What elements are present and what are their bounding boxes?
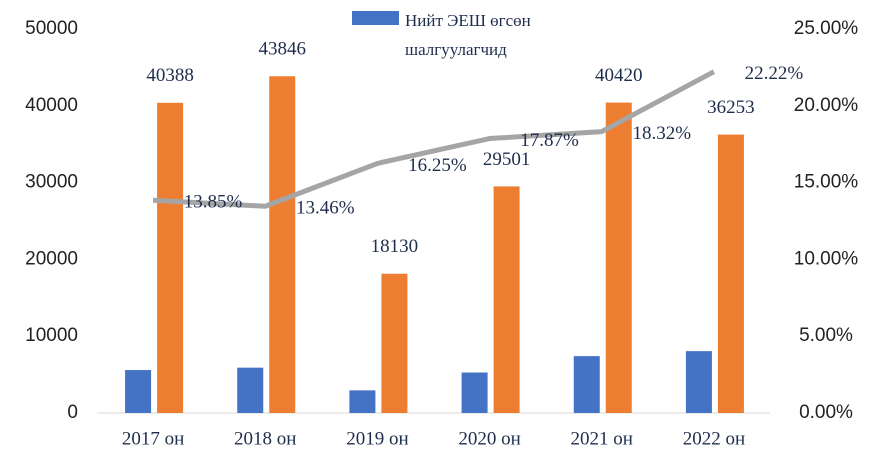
bar xyxy=(237,367,264,413)
bar xyxy=(717,134,744,413)
bar xyxy=(605,102,632,413)
y2-tick-label: 25.00% xyxy=(794,18,859,39)
y2-tick-label: 15.00% xyxy=(794,172,859,193)
y-tick-label: 50000 xyxy=(25,18,78,39)
y2-tick-label: 0.00% xyxy=(799,402,853,423)
line xyxy=(152,69,716,209)
line-value-label: 17.87% xyxy=(520,130,579,151)
bar-value-label: 40420 xyxy=(595,65,643,86)
bar xyxy=(349,390,376,413)
y-tick-label: 0 xyxy=(67,402,78,423)
bar xyxy=(573,356,600,413)
x-tick-label: 2019 он xyxy=(346,428,408,449)
y-tick-label: 30000 xyxy=(25,172,78,193)
bar xyxy=(381,273,408,413)
bar-value-label: 43846 xyxy=(259,39,307,60)
bar xyxy=(269,76,296,413)
y2-tick-label: 10.00% xyxy=(794,248,859,269)
x-tick-label: 2018 он xyxy=(234,428,296,449)
bar-value-label: 40388 xyxy=(146,65,194,86)
x-tick-label: 2017 он xyxy=(122,428,184,449)
y-tick-label: 20000 xyxy=(25,248,78,269)
x-tick-label: 2022 он xyxy=(683,428,745,449)
y2-tick-label: 5.00% xyxy=(799,325,853,346)
bar xyxy=(685,351,712,413)
x-tick-label: 2020 он xyxy=(458,428,520,449)
bar xyxy=(125,370,152,413)
legend-swatch xyxy=(352,11,399,25)
bar-value-label: 18130 xyxy=(371,236,419,257)
legend-label: Нийт ЭЕШ өгсөн шалгуулагчид xyxy=(405,11,531,59)
y-tick-label: 10000 xyxy=(25,325,78,346)
line-value-label: 22.22% xyxy=(745,63,804,84)
y-tick-label: 40000 xyxy=(25,95,78,116)
line-value-label: 16.25% xyxy=(408,155,467,176)
line-value-label: 13.46% xyxy=(296,198,355,219)
line-value-label: 13.85% xyxy=(184,192,243,213)
x-tick-label: 2021 он xyxy=(571,428,633,449)
bar xyxy=(157,102,184,413)
y2-tick-label: 20.00% xyxy=(794,95,859,116)
bar xyxy=(461,372,488,413)
bar xyxy=(493,186,520,413)
bar-value-label: 36253 xyxy=(707,97,755,118)
line-value-label: 18.32% xyxy=(632,123,691,144)
bar-value-label: 29501 xyxy=(483,149,531,170)
